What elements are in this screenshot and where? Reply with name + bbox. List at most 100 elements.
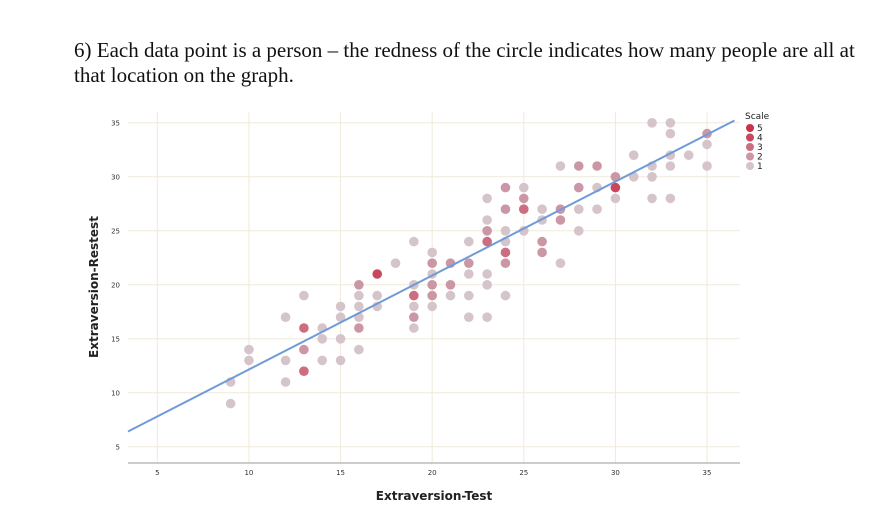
legend-title: Scale [745,112,770,122]
data-point [335,301,346,312]
data-point [500,290,511,301]
data-point [299,323,309,333]
data-point [244,355,254,366]
data-point [445,280,456,290]
data-point [244,344,254,355]
data-point [280,377,291,387]
data-point [665,161,676,171]
data-point [518,193,529,204]
data-point [354,290,364,301]
data-point [537,247,547,258]
data-point [500,226,511,236]
data-point [427,280,437,290]
data-point [464,269,474,279]
data-point [445,290,456,301]
legend-label: 4 [757,134,763,144]
question-heading: 6) Each data point is a person – the red… [74,38,855,87]
data-point [573,226,584,236]
fit-line [127,119,735,433]
data-point [665,193,676,204]
data-point [647,193,657,204]
data-point [555,215,566,225]
y-tick-label: 10 [111,389,120,397]
data-point [372,269,382,279]
data-point [537,236,547,247]
data-point [317,355,328,366]
data-point [702,139,712,150]
x-tick-label: 35 [703,469,712,477]
data-point [573,204,584,214]
data-point [665,118,676,128]
data-point [299,366,309,377]
data-point [409,290,419,301]
data-point [482,226,492,236]
legend-label: 1 [757,162,763,172]
data-point [555,258,566,269]
data-point [592,161,602,171]
x-tick-label: 10 [244,469,253,477]
data-point [500,182,511,193]
data-point [665,128,676,139]
y-tick-label: 35 [111,119,120,127]
data-point [702,161,712,171]
data-point [464,258,474,269]
y-tick-label: 20 [111,281,120,289]
data-point [464,312,474,323]
data-point [573,182,584,193]
data-point [500,204,511,214]
data-point [647,172,657,182]
data-point [518,204,529,214]
legend-swatch [746,124,754,132]
x-tick-label: 30 [611,469,620,477]
data-point [482,193,492,204]
legend-swatch [746,152,754,161]
data-point [537,204,547,214]
data-point [390,258,401,269]
legend-swatch [746,143,754,151]
legend-label: 2 [757,153,763,163]
data-point [335,312,346,323]
x-tick-label: 5 [155,469,159,477]
y-axis-label: Extraversion-Restest [87,216,101,358]
legend-swatch [746,133,754,142]
data-point [280,312,291,323]
data-point [683,150,694,160]
data-point [592,204,602,214]
data-point [573,161,584,171]
data-point [610,182,621,193]
data-point [317,334,328,344]
data-point [427,301,437,312]
data-point [299,344,309,355]
data-point [482,269,492,279]
x-tick-label: 25 [519,469,528,477]
data-point [647,118,657,128]
data-point [335,334,346,344]
y-tick-label: 30 [111,173,120,181]
data-point [335,355,346,366]
data-point [409,312,419,323]
data-point [482,280,492,290]
x-axis-label: Extraversion-Test [376,489,493,503]
data-point [482,215,492,225]
legend-label: 5 [757,124,763,134]
data-point [409,323,419,333]
data-point [354,280,364,290]
data-point [372,290,382,301]
data-point [555,161,566,171]
data-point [482,312,492,323]
y-tick-label: 25 [111,227,120,235]
data-point [427,290,437,301]
data-point [464,236,474,247]
data-point [354,323,364,333]
data-point [354,344,364,355]
data-point [500,258,511,269]
y-tick-label: 15 [111,335,120,343]
data-point [628,150,639,160]
legend-label: 3 [757,143,763,153]
data-point [500,247,511,258]
data-point [464,290,474,301]
data-point [610,193,621,204]
data-point [409,236,419,247]
x-tick-label: 15 [336,469,345,477]
